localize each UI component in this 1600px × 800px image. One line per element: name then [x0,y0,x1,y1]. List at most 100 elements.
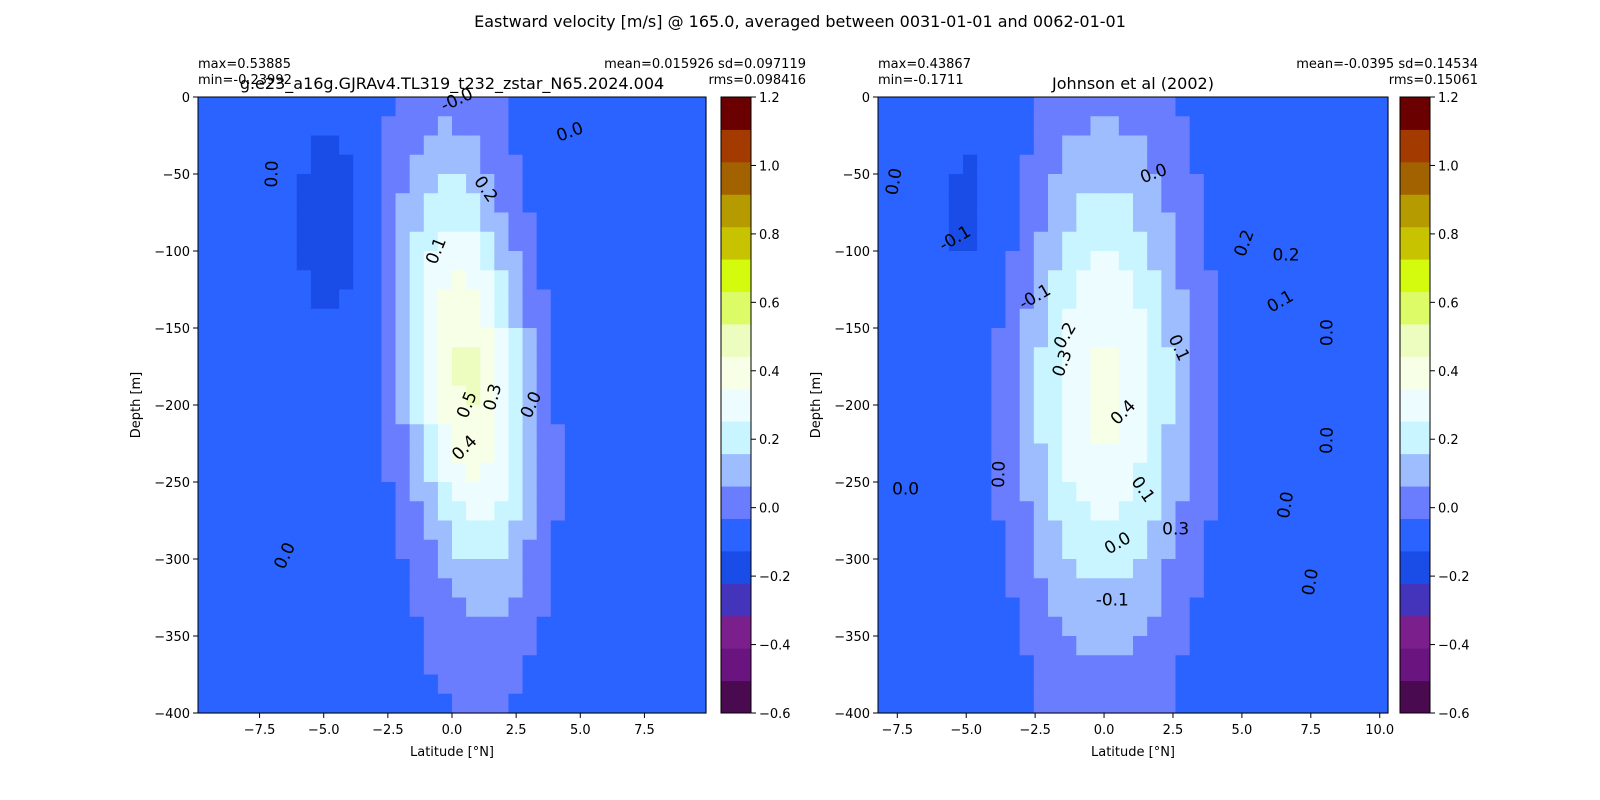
heatmap-cell [607,539,622,560]
heatmap-cell [1288,482,1304,502]
heatmap-cell [1232,231,1247,252]
heatmap-cell [1345,347,1361,368]
heatmap-cell [934,559,950,579]
heatmap-cell [906,501,922,522]
heatmap-cell [381,289,397,310]
heatmap-cell [1331,539,1347,560]
heatmap-cell [367,328,383,348]
heatmap-cell [1019,578,1035,599]
heatmap-cell [550,154,566,175]
heatmap-cell [240,347,256,368]
heatmap-cell [1345,578,1361,599]
heatmap-cell [325,520,340,541]
heatmap-cell [226,212,241,233]
heatmap-cell [1161,308,1177,329]
heatmap-cell [1090,559,1106,579]
heatmap-cell [423,597,439,618]
heatmap-cell [1147,193,1162,214]
heatmap-cell [508,616,524,637]
contour-label: 0.0 [1299,567,1323,597]
colorbar-segment [1400,648,1430,682]
heatmap-cell [282,482,298,502]
heatmap-cell [1118,424,1134,445]
heatmap-cell [1161,655,1177,676]
heatmap-cell [494,270,510,291]
heatmap-cell [1232,328,1247,348]
heatmap-cell [1062,693,1077,714]
heatmap-cell [1303,231,1318,252]
heatmap-cell [1048,154,1063,175]
heatmap-cell [437,693,453,714]
stats-left: max=0.53885 [198,57,291,72]
heatmap-cell [1331,154,1347,175]
heatmap-cell [437,578,453,599]
heatmap-cell [892,636,907,656]
heatmap-cell [1260,193,1276,214]
heatmap-cell [1246,135,1262,156]
heatmap-cell [892,289,907,310]
heatmap-cell [325,251,340,271]
heatmap-cell [367,520,383,541]
heatmap-cell [607,578,622,599]
heatmap-cell [1118,174,1134,194]
heatmap-cell [268,693,284,714]
heatmap-cell [1288,655,1304,676]
heatmap-cell [254,97,270,117]
heatmap-cell [1019,328,1035,348]
heatmap-cell [878,135,893,156]
colorbar-tick-label: −0.4 [1438,639,1470,654]
heatmap-cell [892,539,907,560]
heatmap-cell [339,424,354,445]
heatmap-cell [621,366,637,387]
heatmap-cell [1246,308,1262,329]
heatmap-cell [409,154,425,175]
heatmap-cell [607,231,622,252]
heatmap-cell [1062,366,1077,387]
heatmap-cell [635,424,651,445]
heatmap-cell [1090,328,1106,348]
heatmap-cell [991,231,1007,252]
heatmap-cell [480,597,495,618]
heatmap-cell [1104,405,1120,425]
heatmap-cell [920,462,936,483]
heatmap-cell [1331,251,1347,271]
heatmap-cell [437,193,453,214]
heatmap-cell [282,174,298,194]
heatmap-cell [550,385,566,406]
heatmap-cell [1048,597,1063,618]
heatmap-cell [282,539,298,560]
heatmap-cell [452,270,467,291]
heatmap-cell [1260,539,1276,560]
heatmap-cell [212,424,227,445]
heatmap-cell [198,559,213,579]
heatmap-cell [310,347,326,368]
heatmap-cell [1104,578,1120,599]
heatmap-cell [1189,212,1205,233]
heatmap-cell [1260,636,1276,656]
heatmap-cell [1005,482,1021,502]
heatmap-cell [934,693,950,714]
heatmap-cell [254,174,270,194]
heatmap-cell [991,154,1007,175]
heatmap-cell [325,501,340,522]
heatmap-cell [963,405,978,425]
heatmap-cell [1033,501,1049,522]
heatmap-cell [663,385,679,406]
heatmap-cell [226,328,241,348]
heatmap-cell [1359,289,1375,310]
heatmap-cell [1019,97,1035,117]
heatmap-cell [395,231,411,252]
heatmap-cell [254,520,270,541]
heatmap-cell [1005,674,1021,695]
colorbar-tick-label: −0.6 [1438,707,1470,722]
heatmap-cell [508,212,524,233]
heatmap-cell [991,347,1007,368]
heatmap-cell [1331,559,1347,579]
heatmap-cell [494,539,510,560]
heatmap-cell [494,193,510,214]
heatmap-cell [367,693,383,714]
heatmap-cell [381,424,397,445]
heatmap-cell [1048,97,1063,117]
heatmap-cell [906,424,922,445]
colorbar-segment [721,226,751,260]
